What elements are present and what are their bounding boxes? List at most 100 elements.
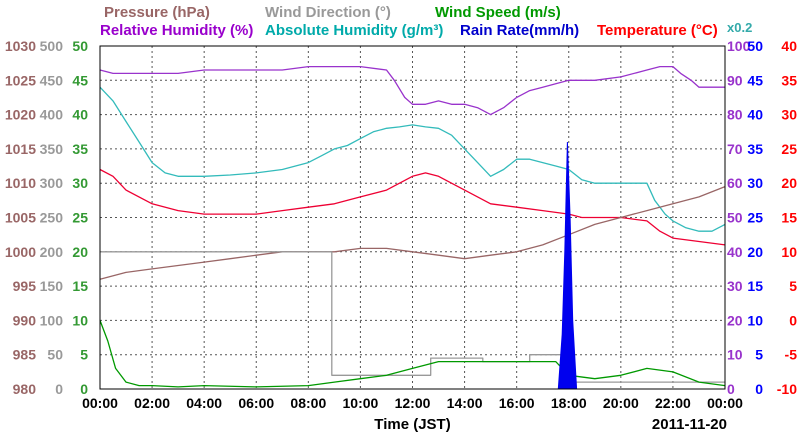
tick-label-humidity: 90 xyxy=(727,72,743,88)
tick-label-pressure: 1025 xyxy=(5,72,36,88)
plot-frame xyxy=(99,45,726,390)
tick-label-windspeed: 30 xyxy=(72,175,88,191)
tick-label-windspeed: 10 xyxy=(72,312,88,328)
tick-label-pressure: 980 xyxy=(13,381,37,397)
tick-label-windspeed: 40 xyxy=(72,107,88,123)
tick-label-time: 16:00 xyxy=(499,395,535,411)
tick-label-temperature: 15 xyxy=(781,210,797,226)
tick-label-temperature: 25 xyxy=(781,141,797,157)
tick-label-rain: 20 xyxy=(747,244,763,260)
tick-label-rain: 5 xyxy=(755,347,763,363)
tick-label-temperature: 40 xyxy=(781,38,797,54)
tick-label-winddir: 100 xyxy=(40,312,64,328)
tick-label-humidity: 10 xyxy=(727,347,743,363)
tick-label-windspeed: 0 xyxy=(80,381,88,397)
tick-label-pressure: 985 xyxy=(13,347,37,363)
tick-label-pressure: 990 xyxy=(13,312,37,328)
tick-label-time: 08:00 xyxy=(290,395,326,411)
tick-label-rain: 30 xyxy=(747,175,763,191)
tick-label-windspeed: 25 xyxy=(72,210,88,226)
tick-label-temperature: 20 xyxy=(781,175,797,191)
tick-label-winddir: 250 xyxy=(40,210,64,226)
tick-label-winddir: 0 xyxy=(55,381,63,397)
series-temperature-c xyxy=(99,168,726,246)
tick-label-temperature: 0 xyxy=(789,312,797,328)
tick-label-winddir: 350 xyxy=(40,141,64,157)
legend-entry: Absolute Humidity (g/m³) xyxy=(265,22,443,39)
tick-label-pressure: 995 xyxy=(13,278,37,294)
tick-label-pressure: 1020 xyxy=(5,107,36,123)
tick-label-time: 04:00 xyxy=(186,395,222,411)
tick-label-humidity: 0 xyxy=(727,381,735,397)
tick-label-windspeed: 5 xyxy=(80,347,88,363)
tick-label-windspeed: 50 xyxy=(72,38,88,54)
tick-label-rain: 25 xyxy=(747,210,763,226)
tick-label-humidity: 80 xyxy=(727,107,743,123)
x-axis-title: Time (JST) xyxy=(374,416,450,433)
tick-label-rain: 35 xyxy=(747,141,763,157)
tick-label-temperature: 10 xyxy=(781,244,797,260)
series-absolute-humidity-g-m xyxy=(99,86,726,232)
tick-label-humidity: 70 xyxy=(727,141,743,157)
tick-label-time: 02:00 xyxy=(134,395,170,411)
tick-label-windspeed: 35 xyxy=(72,141,88,157)
tick-label-pressure: 1010 xyxy=(5,175,36,191)
legend-entry: Wind Direction (°) xyxy=(265,4,391,21)
date-label: 2011-11-20 xyxy=(652,416,727,433)
tick-label-winddir: 400 xyxy=(40,107,64,123)
chart-grid xyxy=(100,46,725,389)
tick-label-humidity: 40 xyxy=(727,244,743,260)
tick-label-rain: 50 xyxy=(747,38,763,54)
rain-scale-note: x0.2 xyxy=(727,20,752,35)
tick-label-pressure: 1015 xyxy=(5,141,36,157)
tick-label-temperature: 5 xyxy=(789,278,797,294)
tick-label-pressure: 1000 xyxy=(5,244,36,260)
tick-label-temperature: -10 xyxy=(777,381,797,397)
tick-label-windspeed: 15 xyxy=(72,278,88,294)
tick-label-humidity: 50 xyxy=(727,210,743,226)
tick-label-rain: 45 xyxy=(747,72,763,88)
legend-entry: Rain Rate(mm/h) xyxy=(460,22,579,39)
tick-label-time: 10:00 xyxy=(343,395,379,411)
series-wind-speed-m-s xyxy=(99,320,726,388)
legend-entry: Wind Speed (m/s) xyxy=(435,4,561,21)
legend-entry: Temperature (°C) xyxy=(597,22,718,39)
tick-label-humidity: 20 xyxy=(727,312,743,328)
tick-label-windspeed: 45 xyxy=(72,72,88,88)
tick-label-pressure: 1030 xyxy=(5,38,36,54)
tick-label-time: 06:00 xyxy=(238,395,274,411)
tick-label-winddir: 500 xyxy=(40,38,64,54)
tick-label-time: 20:00 xyxy=(603,395,639,411)
chart-series xyxy=(99,65,726,390)
tick-label-rain: 15 xyxy=(747,278,763,294)
tick-label-winddir: 200 xyxy=(40,244,64,260)
legend: Pressure (hPa) Wind Direction (°) Wind Spe… xyxy=(100,4,718,39)
tick-label-humidity: 100 xyxy=(727,38,751,54)
tick-label-time: 22:00 xyxy=(655,395,691,411)
tick-label-winddir: 450 xyxy=(40,72,64,88)
tick-label-windspeed: 20 xyxy=(72,244,88,260)
tick-label-time: 00:00 xyxy=(82,395,118,411)
tick-label-winddir: 50 xyxy=(47,347,63,363)
tick-label-rain: 10 xyxy=(747,312,763,328)
axes: 1030102510201015101010051000995990985980… xyxy=(5,38,797,411)
tick-label-humidity: 30 xyxy=(727,278,743,294)
legend-entry: Relative Humidity (%) xyxy=(100,22,253,39)
tick-label-time: 18:00 xyxy=(551,395,587,411)
tick-label-time: 00:00 xyxy=(707,395,743,411)
tick-label-time: 12:00 xyxy=(395,395,431,411)
tick-label-winddir: 150 xyxy=(40,278,64,294)
series-relative-humidity xyxy=(99,65,725,116)
tick-label-rain: 40 xyxy=(747,107,763,123)
series-pressure-hpa xyxy=(99,185,726,280)
tick-label-temperature: -5 xyxy=(785,347,798,363)
series-rain-rate-mm-h xyxy=(557,141,578,390)
tick-label-winddir: 300 xyxy=(40,175,64,191)
tick-label-rain: 0 xyxy=(755,381,763,397)
tick-label-temperature: 30 xyxy=(781,107,797,123)
tick-label-time: 14:00 xyxy=(447,395,483,411)
legend-entry: Pressure (hPa) xyxy=(104,4,210,21)
tick-label-pressure: 1005 xyxy=(5,210,36,226)
tick-label-temperature: 35 xyxy=(781,72,797,88)
